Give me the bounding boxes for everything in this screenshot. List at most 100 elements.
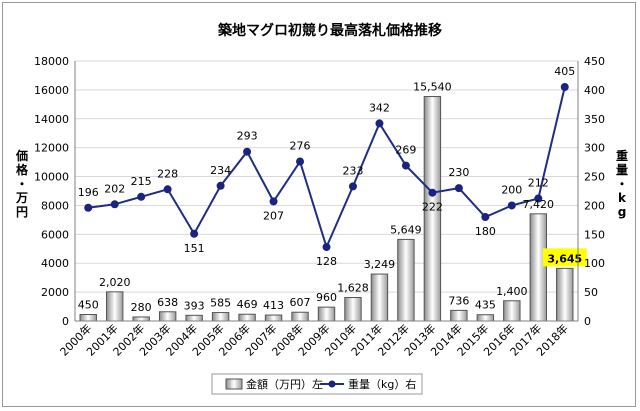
y-right-tick-label: 300 xyxy=(584,142,605,155)
line-marker xyxy=(401,161,410,170)
y-right-tick-label: 0 xyxy=(584,315,591,328)
legend-bar-label: 金額（万円）左 xyxy=(246,377,323,391)
line-value-label: 128 xyxy=(316,255,337,268)
line-marker xyxy=(481,213,490,221)
line-marker xyxy=(454,184,463,193)
bar xyxy=(397,238,415,322)
bar xyxy=(317,306,336,322)
line-value-label: 234 xyxy=(210,164,231,177)
line-value-label: 207 xyxy=(263,209,284,222)
line-value-label: 200 xyxy=(501,183,522,196)
line-value-label: 342 xyxy=(369,101,390,114)
bar xyxy=(344,296,362,322)
bar-value-label: 393 xyxy=(184,299,205,312)
line-marker xyxy=(375,119,384,128)
highlight-box xyxy=(542,248,587,267)
bar-value-label: 2,020 xyxy=(99,276,131,289)
y-left-tick-label: 14000 xyxy=(34,113,69,126)
y-right-tick-label: 450 xyxy=(584,55,605,68)
line-marker xyxy=(190,229,199,238)
line-value-label: 228 xyxy=(157,167,178,180)
y-left-tick-label: 10000 xyxy=(34,171,69,184)
line-value-label: 222 xyxy=(422,201,443,214)
y-right-tick-label: 100 xyxy=(584,257,605,270)
bar xyxy=(370,273,389,322)
bar-value-label: 960 xyxy=(316,291,337,304)
line-value-label: 202 xyxy=(104,182,125,195)
bar xyxy=(450,309,468,322)
y-left-tick-label: 2000 xyxy=(41,286,69,299)
line-marker xyxy=(296,157,305,166)
bar-value-label: 3,249 xyxy=(364,258,396,271)
line-marker xyxy=(216,181,225,190)
line-marker xyxy=(348,182,357,191)
line-marker xyxy=(534,194,543,203)
bar xyxy=(556,267,574,322)
line-value-label: 405 xyxy=(554,65,575,78)
bar xyxy=(529,213,547,322)
y-right-tick-label: 150 xyxy=(584,228,605,241)
y-left-tick-label: 6000 xyxy=(41,228,69,241)
bar xyxy=(132,316,150,322)
y-left-tick-label: 12000 xyxy=(34,142,69,155)
bar-value-label: 469 xyxy=(237,298,258,311)
bar-value-label: 3,645 xyxy=(547,252,582,265)
bar-value-label: 15,540 xyxy=(413,81,452,94)
line-value-label: 215 xyxy=(131,175,152,188)
line-value-label: 233 xyxy=(342,164,363,177)
bar xyxy=(158,311,177,322)
bar xyxy=(238,313,256,322)
y-right-tick-label: 350 xyxy=(584,113,605,126)
line-value-label: 276 xyxy=(290,140,311,153)
y-left-tick-label: 18000 xyxy=(34,55,69,68)
bar-value-label: 638 xyxy=(157,296,178,309)
bar xyxy=(503,300,521,322)
line-value-label: 230 xyxy=(448,166,469,179)
bar xyxy=(106,291,124,322)
line-marker xyxy=(137,192,146,201)
y-left-axis-title: 価格・万円 xyxy=(15,148,29,219)
bar-value-label: 5,649 xyxy=(390,223,422,236)
line-value-label: 151 xyxy=(184,242,205,255)
y-left-tick-label: 0 xyxy=(62,315,69,328)
line-value-label: 196 xyxy=(78,186,99,199)
bar-value-label: 435 xyxy=(475,299,496,312)
y-left-tick-label: 4000 xyxy=(41,257,69,270)
y-right-axis-title: 重量・ k g xyxy=(616,148,628,219)
bar-value-label: 585 xyxy=(210,297,231,310)
bar-value-label: 736 xyxy=(448,294,469,307)
legend-line-marker xyxy=(328,380,336,388)
y-left-tick-label: 16000 xyxy=(34,84,69,97)
line-marker xyxy=(322,243,331,252)
chart-frame xyxy=(2,2,636,407)
bar-value-label: 1,628 xyxy=(337,281,369,294)
bar-value-label: 607 xyxy=(290,296,311,309)
line-marker xyxy=(84,203,93,212)
bar xyxy=(79,314,97,322)
line-marker xyxy=(243,147,252,156)
line-marker xyxy=(110,200,119,209)
line-marker xyxy=(507,201,516,210)
legend-bar-swatch xyxy=(225,378,243,390)
bar xyxy=(291,311,309,322)
y-right-tick-label: 400 xyxy=(584,84,605,97)
line-labels: 196 202 215 228 151 234 293 207 276 128 233 342 269 2… xyxy=(78,65,576,268)
bar-value-label: 7,420 xyxy=(523,198,555,211)
line-series xyxy=(84,83,569,252)
line-marker xyxy=(428,188,437,197)
line-value-label: 212 xyxy=(528,177,549,190)
line-marker xyxy=(163,185,172,194)
bar-value-label: 413 xyxy=(263,299,284,312)
bar-series xyxy=(79,96,574,322)
bar xyxy=(264,314,283,322)
chart-title: 築地マグロ初競り最高落札価格推移 xyxy=(217,22,442,39)
bar xyxy=(185,314,203,322)
bar-value-label: 450 xyxy=(78,299,99,312)
bar xyxy=(211,312,230,322)
legend-line-label: 重量（kg）右 xyxy=(348,377,416,391)
y-right-tick-label: 250 xyxy=(584,171,605,184)
line-marker xyxy=(269,197,278,206)
